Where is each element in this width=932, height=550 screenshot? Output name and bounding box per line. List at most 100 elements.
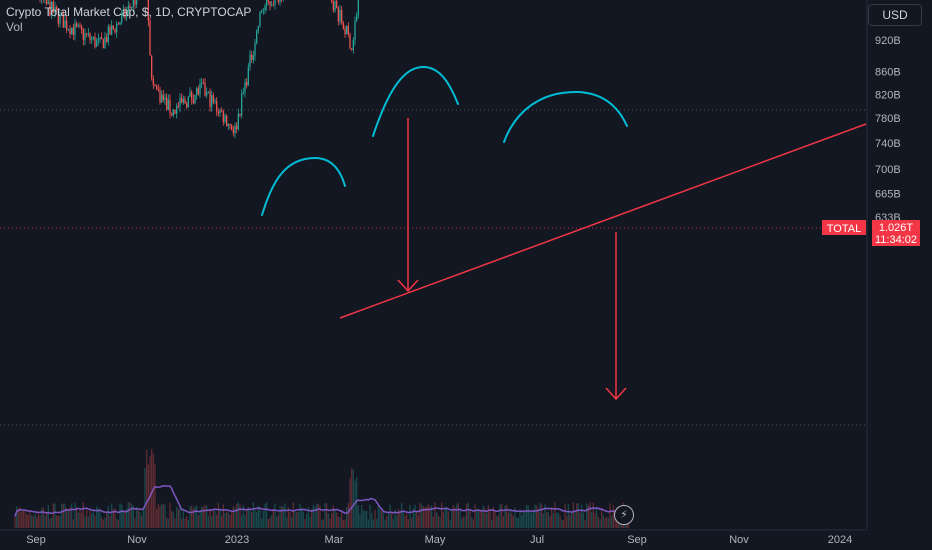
volume-bar	[452, 505, 454, 528]
volume-bar	[79, 508, 81, 528]
volume-bar	[122, 509, 124, 528]
volume-bar	[411, 517, 413, 528]
volume-bar	[566, 516, 568, 528]
candle-body	[241, 93, 243, 116]
price-axis[interactable]: 1.4T1.32T1.24T1.16T1.08T980B920B860B820B…	[875, 0, 910, 224]
volume-bar	[96, 506, 98, 528]
volume-bar	[577, 502, 579, 528]
volume-bars	[14, 448, 629, 528]
volume-bar	[462, 516, 464, 528]
last-price-marker: TOTAL 1.026T 11:34:02	[822, 220, 920, 246]
volume-bar	[516, 517, 518, 528]
lightning-icon[interactable]: ⚡	[614, 505, 634, 525]
volume-bar	[292, 502, 294, 528]
volume-bar	[294, 510, 296, 528]
candlestick-series	[39, 0, 359, 139]
volume-bar	[484, 507, 486, 528]
volume-bar	[24, 509, 26, 528]
price-tick-10: 740B	[875, 138, 901, 150]
candle-body	[117, 23, 119, 25]
volume-bar	[606, 516, 608, 528]
volume-bar	[19, 507, 21, 528]
volume-bar	[519, 509, 521, 528]
volume-bar	[91, 513, 93, 528]
price-tick-6: 920B	[875, 35, 901, 47]
candle-body	[221, 110, 223, 112]
volume-bar	[162, 504, 164, 528]
volume-bar	[276, 516, 278, 528]
candle-body	[206, 92, 208, 96]
volume-bar	[42, 507, 44, 528]
last-price-value: 1.026T	[879, 222, 914, 234]
time-axis[interactable]: Sep Nov 2023 Mar May Jul Sep Nov 2024	[26, 534, 852, 546]
time-tick-3: Mar	[325, 534, 344, 546]
volume-bar	[296, 512, 298, 528]
volume-bar	[444, 507, 446, 528]
volume-bar	[262, 510, 264, 528]
volume-bar	[307, 507, 309, 528]
volume-bar	[224, 512, 226, 528]
candle-body	[244, 82, 246, 93]
candle-body	[57, 10, 59, 24]
volume-bar	[391, 512, 393, 528]
volume-bar	[56, 515, 58, 528]
volume-bar	[184, 518, 186, 528]
volume-bar	[371, 513, 373, 528]
candle-body	[234, 125, 236, 134]
candle-body	[211, 95, 213, 107]
volume-bar	[389, 504, 391, 528]
volume-bar	[366, 511, 368, 528]
volume-bar	[46, 512, 48, 528]
volume-bar	[301, 507, 303, 528]
volume-bar	[74, 502, 76, 528]
volume-bar	[52, 503, 54, 528]
volume-bar	[194, 506, 196, 528]
candle-body	[46, 0, 48, 4]
volume-bar	[281, 506, 283, 528]
volume-bar	[346, 506, 348, 528]
volume-bar	[242, 505, 244, 528]
volume-bar	[199, 511, 201, 528]
candle-body	[349, 34, 351, 49]
price-tick-8: 820B	[875, 89, 901, 101]
volume-bar	[222, 504, 224, 528]
candle-body	[61, 13, 63, 15]
volume-bar	[584, 519, 586, 528]
volume-bar	[421, 504, 423, 528]
pattern-annotations	[261, 65, 867, 401]
volume-bar	[66, 507, 68, 528]
candle-body	[231, 124, 233, 130]
candle-body	[156, 86, 158, 89]
volume-bar	[521, 515, 523, 528]
volume-bar	[291, 516, 293, 528]
volume-bar	[406, 513, 408, 528]
volume-bar	[26, 513, 28, 528]
volume-bar	[197, 515, 199, 528]
candle-body	[62, 13, 64, 28]
candle-body	[204, 82, 206, 96]
volume-bar	[267, 519, 269, 528]
volume-bar	[61, 503, 63, 528]
volume-bar	[141, 515, 143, 528]
volume-bar	[64, 503, 66, 528]
volume-bar	[611, 516, 613, 528]
volume-bar	[172, 511, 174, 528]
volume-bar	[572, 502, 574, 528]
volume-bar	[359, 513, 361, 528]
right-shoulder-curve	[503, 90, 628, 143]
candle-body	[97, 38, 99, 41]
candle-body	[56, 6, 58, 11]
candle-body	[277, 0, 279, 2]
volume-bar	[167, 518, 169, 528]
volume-bar	[324, 502, 326, 528]
candle-body	[257, 26, 259, 31]
volume-bar	[271, 515, 273, 528]
volume-bar	[49, 518, 51, 528]
volume-bar	[149, 456, 151, 528]
volume-bar	[376, 519, 378, 528]
currency-button[interactable]: USD	[868, 4, 922, 26]
volume-bar	[374, 509, 376, 528]
candle-body	[261, 11, 263, 12]
volume-bar	[379, 508, 381, 528]
